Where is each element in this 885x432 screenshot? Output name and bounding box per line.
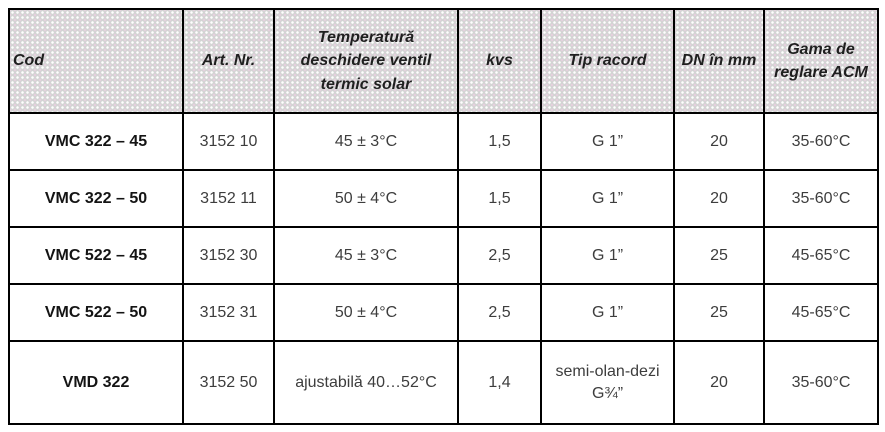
- cell-cod: VMC 522 – 45: [8, 226, 184, 285]
- cell-kvs: 1,5: [457, 112, 542, 171]
- cell-tip-racord: G 1”: [540, 226, 675, 285]
- cell-gama-reglare: 35-60°C: [763, 169, 879, 228]
- header-cell-art-nr: Art. Nr.: [182, 8, 275, 114]
- cell-kvs: 1,4: [457, 340, 542, 425]
- cell-temperatura: 45 ± 3°C: [273, 226, 459, 285]
- table-row: VMC 322 – 50 3152 11 50 ± 4°C 1,5 G 1” 2…: [8, 169, 879, 228]
- cell-kvs: 2,5: [457, 226, 542, 285]
- cell-cod: VMD 322: [8, 340, 184, 425]
- cell-dn-in-mm: 20: [673, 169, 765, 228]
- cell-temperatura: 45 ± 3°C: [273, 112, 459, 171]
- cell-art-nr: 3152 31: [182, 283, 275, 342]
- cell-gama-reglare: 35-60°C: [763, 340, 879, 425]
- cell-art-nr: 3152 50: [182, 340, 275, 425]
- cell-art-nr: 3152 30: [182, 226, 275, 285]
- cell-cod: VMC 522 – 50: [8, 283, 184, 342]
- cell-art-nr: 3152 10: [182, 112, 275, 171]
- cell-dn-in-mm: 25: [673, 226, 765, 285]
- cell-gama-reglare: 45-65°C: [763, 226, 879, 285]
- cell-cod: VMC 322 – 50: [8, 169, 184, 228]
- header-cell-temperatura: Temperatură deschidere ventil termic sol…: [273, 8, 459, 114]
- cell-tip-racord: semi-olan-dezi G¾”: [540, 340, 675, 425]
- cell-cod: VMC 322 – 45: [8, 112, 184, 171]
- header-row: Cod Art. Nr. Temperatură deschidere vent…: [8, 8, 879, 114]
- cell-gama-reglare: 35-60°C: [763, 112, 879, 171]
- cell-temperatura: ajustabilă 40…52°C: [273, 340, 459, 425]
- table-row: VMD 322 3152 50 ajustabilă 40…52°C 1,4 s…: [8, 340, 879, 425]
- cell-temperatura: 50 ± 4°C: [273, 283, 459, 342]
- header-cell-dn-in-mm: DN în mm: [673, 8, 765, 114]
- header-cell-cod: Cod: [8, 8, 184, 114]
- cell-tip-racord: G 1”: [540, 283, 675, 342]
- cell-art-nr: 3152 11: [182, 169, 275, 228]
- cell-dn-in-mm: 20: [673, 340, 765, 425]
- table-row: VMC 522 – 50 3152 31 50 ± 4°C 2,5 G 1” 2…: [8, 283, 879, 342]
- cell-kvs: 2,5: [457, 283, 542, 342]
- cell-tip-racord: G 1”: [540, 169, 675, 228]
- cell-tip-racord: G 1”: [540, 112, 675, 171]
- header-cell-kvs: kvs: [457, 8, 542, 114]
- cell-temperatura: 50 ± 4°C: [273, 169, 459, 228]
- cell-dn-in-mm: 20: [673, 112, 765, 171]
- table-row: VMC 322 – 45 3152 10 45 ± 3°C 1,5 G 1” 2…: [8, 112, 879, 171]
- table-row: VMC 522 – 45 3152 30 45 ± 3°C 2,5 G 1” 2…: [8, 226, 879, 285]
- cell-gama-reglare: 45-65°C: [763, 283, 879, 342]
- cell-dn-in-mm: 25: [673, 283, 765, 342]
- product-spec-table: Cod Art. Nr. Temperatură deschidere vent…: [8, 8, 879, 425]
- header-cell-gama-reglare: Gama de reglare ACM: [763, 8, 879, 114]
- header-cell-tip-racord: Tip racord: [540, 8, 675, 114]
- cell-kvs: 1,5: [457, 169, 542, 228]
